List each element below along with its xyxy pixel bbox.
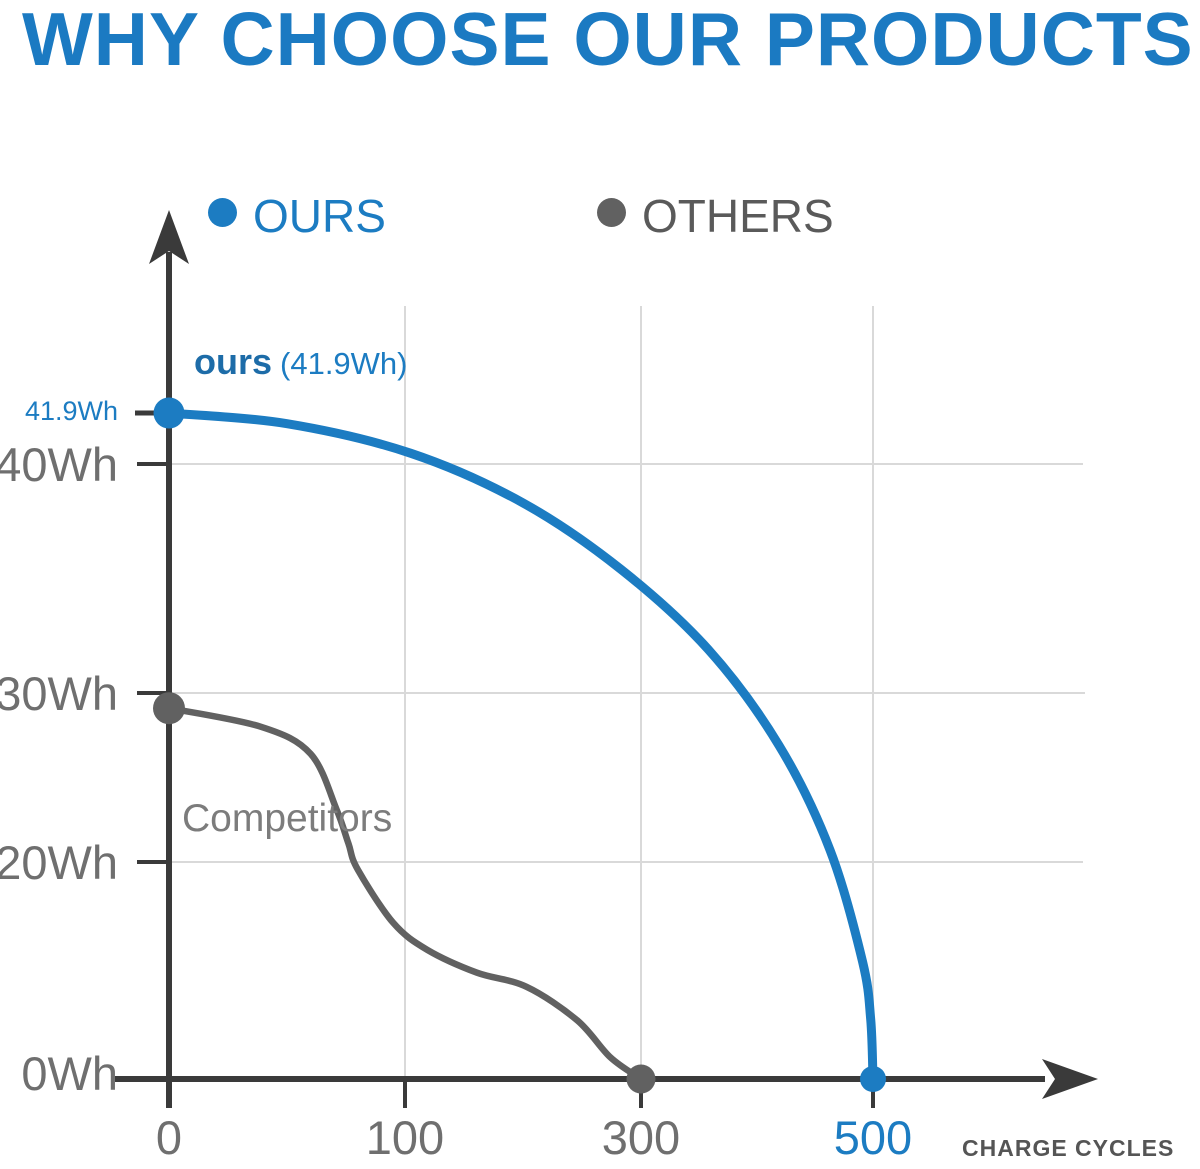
others-start-dot: [153, 692, 185, 725]
legend-others-dot-icon: [597, 198, 626, 227]
annotation-ours-value: (41.9Wh): [280, 346, 408, 381]
others-curve: [165, 704, 645, 1083]
axes: [115, 210, 1098, 1108]
y-label-20wh: 20Wh: [0, 836, 118, 889]
annotation-ours-name: ours: [194, 341, 273, 382]
others-end-dot: [626, 1064, 656, 1094]
x-axis-arrow-icon: [1042, 1059, 1098, 1099]
gridlines: [169, 306, 1085, 1077]
annotation-competitors: Competitors: [182, 797, 393, 840]
y-label-41.9wh: 41.9Wh: [24, 396, 118, 426]
y-label-0wh: 0Wh: [21, 1047, 118, 1100]
ours-start-dot: [153, 397, 185, 429]
x-label-500: 500: [833, 1111, 913, 1164]
x-label-300: 300: [601, 1111, 681, 1164]
x-label-0: 0: [155, 1111, 183, 1164]
y-axis-arrow-icon: [149, 210, 189, 264]
page-title: WHY CHOOSE OUR PRODUCTS: [22, 0, 1194, 81]
ours-curve: [164, 408, 878, 1084]
x-label-100: 100: [365, 1111, 445, 1164]
legend-others-label: OTHERS: [642, 190, 834, 242]
annotation-ours: ours (41.9Wh): [194, 341, 408, 383]
x-axis-title: CHARGE CYCLES: [962, 1135, 1175, 1161]
legend-ours-label: OURS: [253, 190, 386, 242]
ours-end-dot: [860, 1066, 886, 1092]
y-label-40wh: 40Wh: [0, 438, 118, 491]
legend-ours-dot-icon: [208, 198, 237, 227]
y-label-30wh: 30Wh: [0, 667, 118, 720]
